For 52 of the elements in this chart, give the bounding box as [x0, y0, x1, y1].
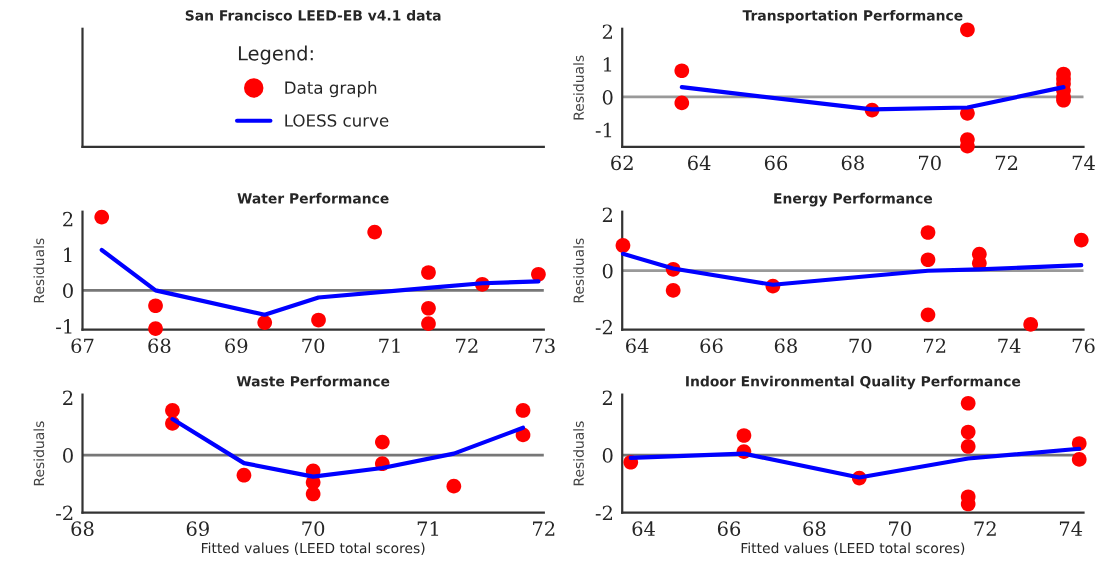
y-tick-label: 2 [63, 211, 73, 227]
x-tick-label: 66 [700, 338, 723, 354]
y-tick-label: 1 [603, 57, 612, 72]
x-tick-label: 67 [71, 338, 94, 354]
y-tick-label: 0 [63, 448, 73, 463]
x-tick-label: 72 [995, 155, 1018, 170]
legend-title: Legend: [238, 45, 313, 65]
x-tick-label: 66 [764, 155, 788, 171]
y-tick-label: 0 [602, 89, 613, 105]
y-tick-label: 2 [602, 390, 612, 405]
y-tick-label: -2 [595, 505, 612, 521]
y-tick-label: -1 [56, 319, 72, 334]
y-tick-label: 0 [602, 448, 613, 463]
x-tick-label: 68 [71, 521, 94, 537]
y-tick-label: -1 [595, 122, 612, 138]
x-tick-label: 70 [889, 521, 911, 537]
x-tick-label: 64 [632, 521, 655, 537]
x-tick-label: 72 [974, 521, 996, 536]
y-tick-label: 0 [602, 263, 613, 279]
y-tick-label: 0 [63, 283, 73, 299]
x-tick-label: 72 [533, 521, 555, 536]
x-tick-label: 69 [225, 338, 248, 354]
x-tick-label: 64 [688, 155, 711, 171]
x-tick-label: 68 [148, 338, 171, 354]
x-tick-label: 74 [1072, 155, 1095, 170]
x-tick-label: 71 [417, 521, 439, 536]
y-tick-label: 2 [602, 207, 612, 222]
x-tick-label: 70 [302, 338, 325, 354]
x-tick-label: 70 [302, 521, 325, 537]
y-tick-label: -2 [56, 505, 73, 521]
x-tick-label: 69 [186, 521, 209, 537]
x-tick-label: 76 [1072, 338, 1095, 354]
y-tick-label: 1 [64, 247, 72, 263]
x-tick-label: 72 [456, 338, 478, 353]
x-tick-label: 68 [841, 155, 864, 171]
x-tick-label: 70 [849, 338, 872, 354]
x-tick-label: 74 [1059, 521, 1083, 536]
x-tick-label: 66 [717, 521, 741, 537]
x-tick-label: 72 [923, 338, 946, 353]
y-tick-label: 2 [602, 24, 612, 39]
x-tick-label: 68 [774, 338, 797, 354]
x-tick-label: 74 [998, 338, 1021, 353]
x-tick-label: 62 [611, 155, 633, 171]
legend-label: Data graph [285, 81, 377, 98]
x-tick-label: 71 [379, 338, 400, 353]
x-tick-label: 73 [533, 338, 555, 354]
legend-label: LOESS curve [285, 114, 389, 127]
y-tick-label: 2 [63, 390, 73, 405]
x-tick-label: 68 [803, 521, 826, 537]
y-tick-label: -2 [595, 319, 612, 335]
x-tick-label: 70 [919, 155, 941, 171]
x-tick-label: 64 [626, 338, 649, 354]
